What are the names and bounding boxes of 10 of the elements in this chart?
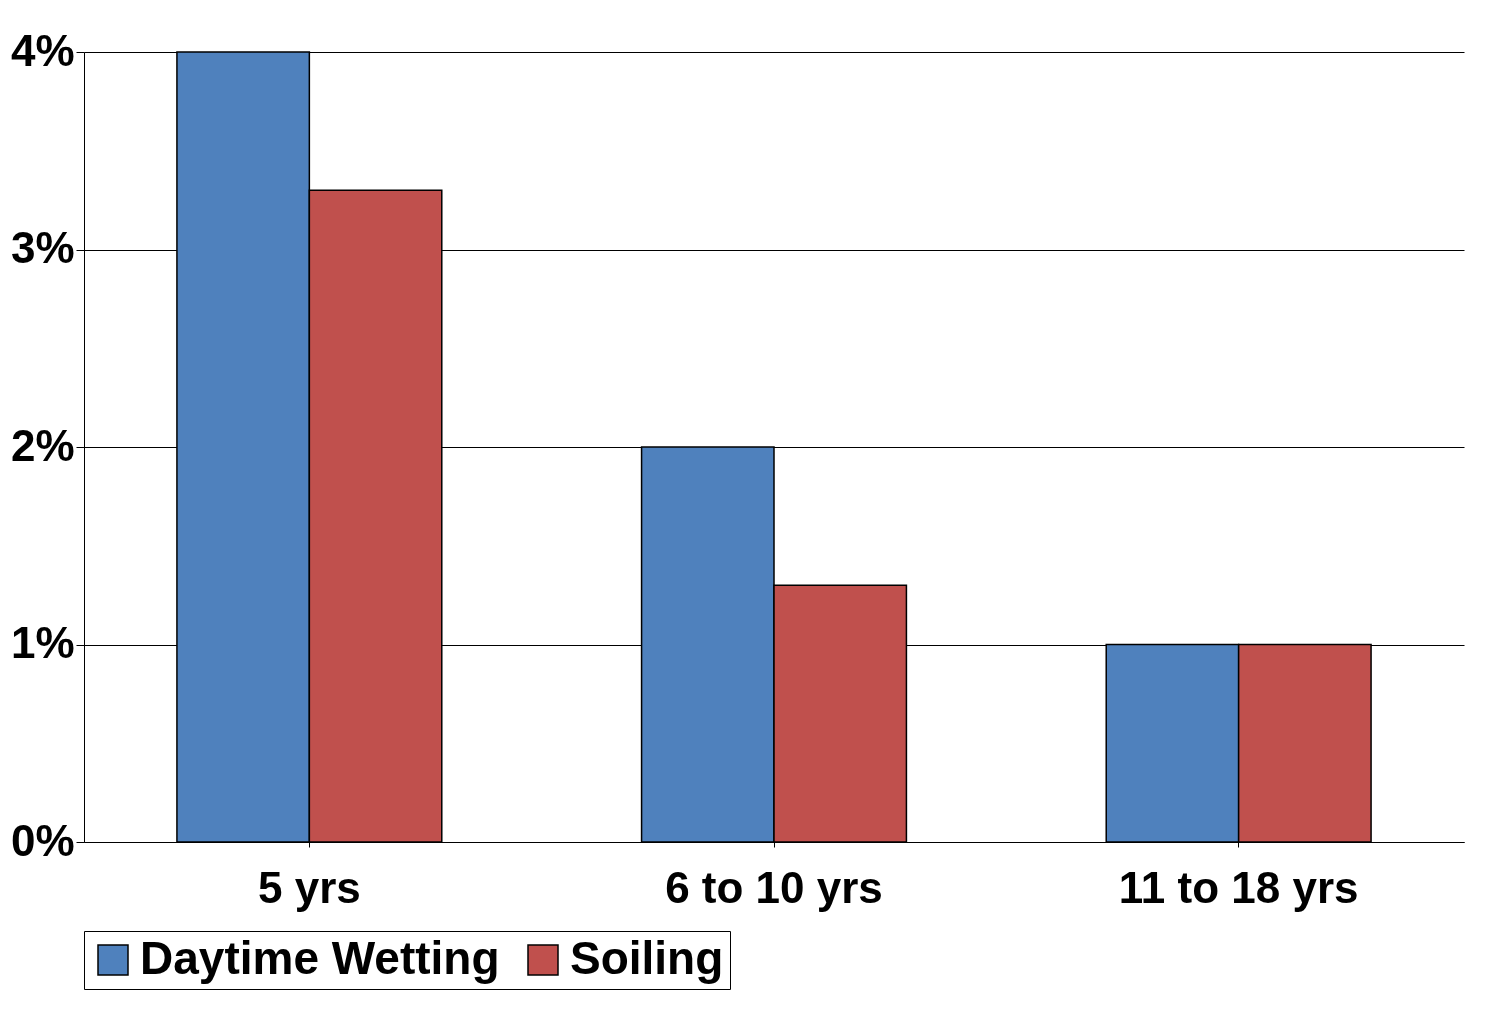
x-tick-label: 5 yrs bbox=[257, 862, 361, 912]
y-tick-label: 2% bbox=[10, 420, 75, 470]
legend-label: Daytime Wetting bbox=[140, 932, 500, 984]
x-tick-label: 11 to 18 yrs bbox=[1118, 862, 1359, 912]
y-tick-label: 4% bbox=[10, 25, 75, 75]
y-tick-label: 3% bbox=[10, 223, 75, 272]
legend-label: Soiling bbox=[570, 932, 724, 984]
y-tick-label: 0% bbox=[10, 815, 75, 865]
y-tick-label: 1% bbox=[10, 618, 75, 667]
x-tick-label: 6 to 10 yrs bbox=[665, 862, 883, 912]
